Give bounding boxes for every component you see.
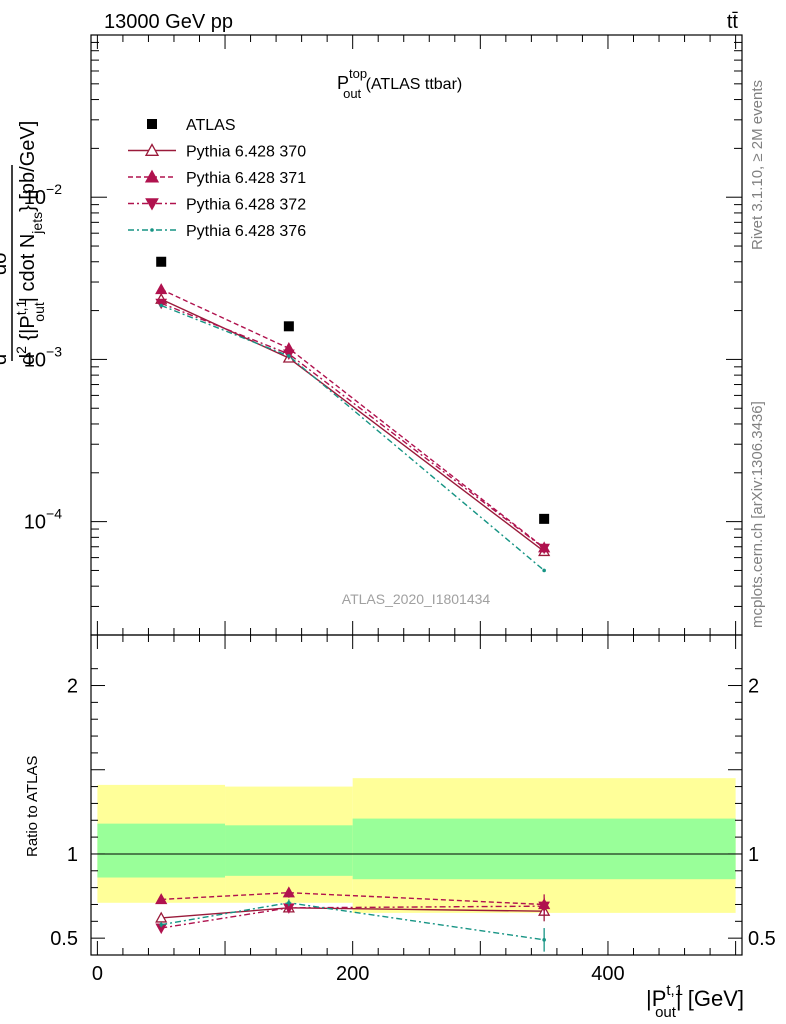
- ratio-y-tick-label: 2: [67, 676, 78, 698]
- x-tick-label: 400: [591, 963, 624, 985]
- ratio-y-tick-label: 0.5: [50, 928, 78, 950]
- svg-text:d: d: [0, 354, 11, 365]
- series-line-1: [160, 298, 545, 552]
- stat-uncertainty-band: [352, 818, 736, 880]
- series-point-4: [542, 568, 546, 573]
- analysis-id: ATLAS_2020_I1801434: [342, 591, 491, 607]
- ratio-line-2: [161, 891, 545, 906]
- series-point-3: [538, 543, 550, 555]
- side-label-top: Rivet 3.1.10, ≥ 2M events: [749, 80, 766, 250]
- svg-text:dσnorm: dσnorm: [0, 220, 11, 275]
- axes: 0 200 400 10−2 10−3 10−4 0.5 0.5 1 1 2 2: [24, 34, 776, 985]
- ratio-point-3: [538, 901, 550, 913]
- plot-title: Ptop out (ATLAS ttbar): [337, 66, 462, 101]
- legend-label-1: Pythia 6.428 370: [186, 144, 306, 161]
- ratio-y-tick-label-right: 2: [748, 676, 759, 698]
- legend-marker-3: [145, 198, 159, 211]
- ratio-point-2: [282, 886, 295, 898]
- legend-marker-4: [150, 228, 154, 232]
- series-line-4: [160, 304, 545, 571]
- series-point-2: [155, 283, 168, 295]
- legend-marker-1: [144, 143, 160, 156]
- legend-label-2: Pythia 6.428 371: [186, 170, 306, 187]
- ratio-point-2: [155, 893, 168, 905]
- main-plot-area: [155, 256, 551, 573]
- ratio-y-tick-label: 1: [67, 844, 78, 866]
- ratio-bands: [91, 778, 742, 913]
- ratio-plot-area: [155, 886, 551, 952]
- beam-label: 13000 GeV pp: [104, 11, 233, 33]
- atlas-data-point: [283, 321, 294, 332]
- legend-marker-2: [144, 169, 160, 183]
- side-label-bottom: mcplots.cern.ch [arXiv:1306.3436]: [749, 401, 766, 628]
- x-axis-title: |Pt,1 out| [GeV]: [646, 982, 744, 1021]
- ratio-axis-title: Ratio to ATLAS: [24, 756, 41, 857]
- y-tick-label: 10−2: [24, 181, 62, 209]
- stat-uncertainty-band: [225, 825, 353, 876]
- legend-label-3: Pythia 6.428 372: [186, 197, 306, 214]
- ratio-point-1: [155, 911, 168, 923]
- atlas-data-point: [539, 513, 550, 524]
- ratio-point-4: [542, 938, 546, 942]
- ratio-point-4: [159, 922, 164, 927]
- stat-uncertainty-band: [97, 823, 226, 878]
- y-tick-label: 10−3: [24, 343, 62, 371]
- legend-label-4: Pythia 6.428 376: [186, 223, 306, 240]
- ratio-frame: [90, 634, 743, 956]
- ratio-point-4: [287, 900, 291, 905]
- process-label: tt̄: [727, 11, 739, 33]
- legend-label-atlas: ATLAS: [186, 117, 236, 134]
- ratio-y-tick-label-right: 1: [748, 844, 759, 866]
- y-tick-label: 10−4: [24, 506, 62, 534]
- legend: ATLAS Pythia 6.428 370 Pythia 6.428 371 Pyt…: [128, 117, 306, 240]
- series-point-4: [159, 303, 164, 308]
- legend-marker-atlas: [147, 119, 157, 129]
- series-line-3: [160, 302, 545, 549]
- x-tick-label: 200: [336, 963, 369, 985]
- x-tick-label: 0: [92, 963, 103, 985]
- ratio-y-tick-label-right: 0.5: [748, 928, 776, 950]
- atlas-data-point: [156, 256, 167, 267]
- series-point-4: [287, 354, 291, 358]
